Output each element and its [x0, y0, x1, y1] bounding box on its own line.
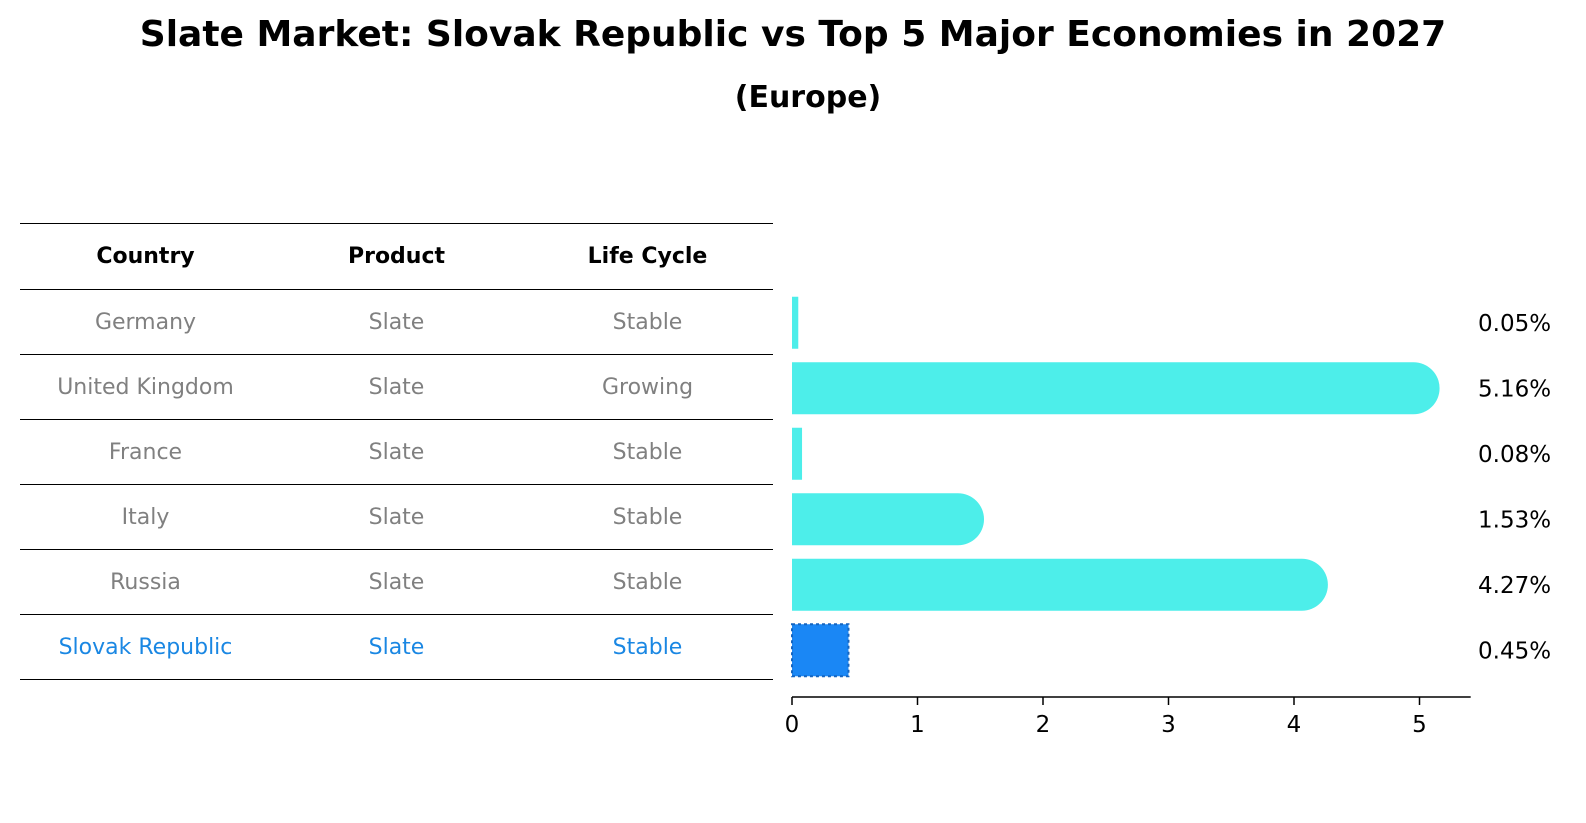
- x-tick-label: 4: [1287, 712, 1302, 738]
- cell-country: Germany: [94, 309, 197, 335]
- data-label: 4.27%: [1478, 573, 1551, 599]
- bar: [792, 493, 985, 546]
- bar: [792, 558, 1328, 611]
- cell-product: Slate: [368, 309, 425, 335]
- cell-country: Italy: [121, 504, 170, 530]
- cell-country: France: [108, 439, 183, 465]
- table-row: Germany Slate Stable: [20, 290, 773, 355]
- header-country: Country: [96, 244, 195, 269]
- table-row-highlight: Slovak Republic Slate Stable: [20, 615, 773, 680]
- cell-country: Russia: [110, 569, 181, 595]
- data-label: 0.08%: [1478, 442, 1551, 468]
- cell-product: Slate: [368, 439, 425, 465]
- cell-product: Slate: [368, 504, 425, 530]
- header-life-cycle: Life Cycle: [587, 244, 708, 269]
- cell-life-cycle: Growing: [601, 374, 694, 400]
- cell-product: Slate: [368, 374, 425, 400]
- header-product: Product: [347, 244, 446, 269]
- table-row: France Slate Stable: [20, 420, 773, 485]
- x-tick-label: 3: [1161, 712, 1176, 738]
- bar: [792, 427, 803, 480]
- cell-country: Slovak Republic: [58, 634, 233, 660]
- cell-life-cycle: Stable: [612, 634, 683, 660]
- table-row: United Kingdom Slate Growing: [20, 355, 773, 420]
- chart-title: Slate Market: Slovak Republic vs Top 5 M…: [139, 14, 1447, 55]
- data-label: 0.05%: [1478, 311, 1551, 337]
- cell-life-cycle: Stable: [612, 439, 683, 465]
- cell-life-cycle: Stable: [612, 569, 683, 595]
- data-label: 0.45%: [1478, 638, 1551, 664]
- x-tick-label: 2: [1036, 712, 1051, 738]
- table-row: Russia Slate Stable: [20, 550, 773, 615]
- bar-highlight: [791, 623, 850, 678]
- bar: [792, 296, 799, 349]
- country-table: Country Product Life Cycle Germany Slate…: [20, 223, 773, 680]
- table-row: Italy Slate Stable: [20, 485, 773, 550]
- cell-product: Slate: [368, 569, 425, 595]
- bar: [792, 362, 1440, 415]
- table-header-row: Country Product Life Cycle: [20, 223, 773, 290]
- data-label: 5.16%: [1478, 376, 1551, 402]
- x-tick-label: 5: [1412, 712, 1427, 738]
- cell-country: United Kingdom: [57, 374, 234, 400]
- cell-life-cycle: Stable: [612, 504, 683, 530]
- chart-subtitle: (Europe): [734, 80, 882, 115]
- cell-life-cycle: Stable: [612, 309, 683, 335]
- x-tick-label: 0: [785, 712, 800, 738]
- data-label: 1.53%: [1478, 507, 1551, 533]
- cell-product: Slate: [368, 634, 425, 660]
- x-tick-label: 1: [910, 712, 925, 738]
